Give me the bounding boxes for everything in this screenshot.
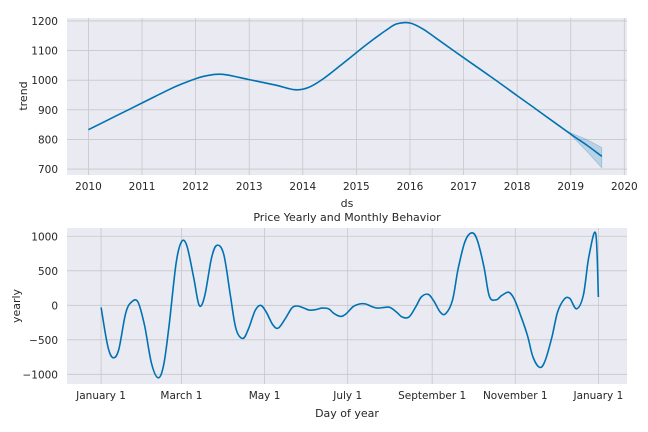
y-tick-label: −1000 [22, 369, 58, 381]
trend-lines [88, 21, 603, 157]
yearly-gridlines [67, 228, 627, 384]
yearly-lines [100, 231, 600, 379]
x-tick-label: January 1 [75, 390, 126, 402]
series-line [100, 231, 600, 379]
x-tick-label: January 1 [572, 390, 623, 402]
trend-uncertainty-band [559, 126, 603, 169]
trend-gridlines [67, 18, 627, 175]
x-tick-label: November 1 [483, 390, 548, 402]
x-tick-label: July 1 [332, 390, 362, 402]
y-tick-label: −500 [29, 335, 58, 347]
x-tick-label: 2012 [182, 181, 209, 193]
x-tick-label: 2019 [557, 181, 584, 193]
y-tick-label: 900 [38, 105, 58, 117]
trend-x-tick-labels: 2010 2011 2012 2013 2014 2015 2016 2017 2018 2019… [75, 181, 638, 193]
x-tick-label: 2020 [611, 181, 638, 193]
y-tick-label: 1000 [31, 231, 58, 243]
y-tick-label: 1100 [31, 46, 58, 58]
trend-x-axis-label: ds [341, 197, 354, 210]
y-tick-label: 0 [51, 300, 58, 312]
x-tick-label: 2013 [236, 181, 263, 193]
series-line [88, 21, 603, 157]
y-tick-label: 800 [38, 134, 58, 146]
uncertainty-band [559, 126, 603, 169]
x-tick-label: 2018 [504, 181, 531, 193]
yearly-x-axis-label: Day of year [315, 407, 379, 420]
y-tick-label: 500 [38, 266, 58, 278]
trend-y-axis-label: trend [17, 81, 30, 110]
yearly-chart: Price Yearly and Monthly Behavior Januar… [10, 211, 627, 420]
yearly-chart-title: Price Yearly and Monthly Behavior [253, 211, 441, 224]
yearly-y-axis-label: yearly [10, 288, 23, 323]
y-tick-label: 700 [38, 164, 58, 176]
x-tick-label: 2011 [129, 181, 156, 193]
y-tick-label: 1200 [31, 16, 58, 28]
y-tick-label: 1000 [31, 75, 58, 87]
yearly-y-tick-labels: −1000 −500 0 500 1000 [22, 231, 58, 381]
x-tick-label: 2014 [289, 181, 316, 193]
x-tick-label: May 1 [249, 390, 281, 402]
x-tick-label: 2010 [75, 181, 102, 193]
x-tick-label: March 1 [160, 390, 202, 402]
trend-y-tick-labels: 700 800 900 1000 1100 1200 [31, 16, 58, 176]
trend-plot-area [67, 18, 627, 175]
yearly-x-tick-labels: January 1 March 1 May 1 July 1 September 1 No… [75, 390, 623, 402]
x-tick-label: 2016 [397, 181, 424, 193]
x-tick-label: 2017 [450, 181, 477, 193]
trend-chart: 2010 2011 2012 2013 2014 2015 2016 2017 2018 2019… [17, 16, 638, 210]
x-tick-label: September 1 [398, 390, 466, 402]
x-tick-label: 2015 [343, 181, 370, 193]
